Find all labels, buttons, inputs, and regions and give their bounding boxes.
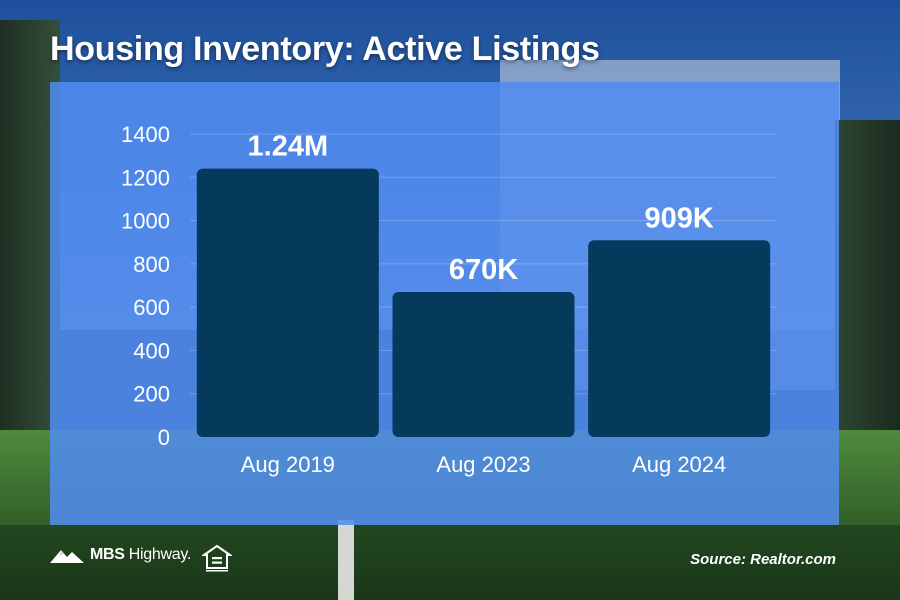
bar	[196, 168, 379, 437]
x-category-label: Aug 2023	[436, 452, 530, 477]
sign-post	[338, 520, 354, 600]
equal-housing-icon	[202, 544, 232, 572]
brand-name: MBS Highway.	[90, 546, 192, 563]
data-label: 909K	[645, 202, 714, 234]
chart-title: Housing Inventory: Active Listings	[50, 30, 600, 68]
y-tick-label: 1000	[121, 209, 170, 234]
x-category-label: Aug 2019	[241, 452, 335, 477]
x-category-label: Aug 2024	[632, 452, 726, 477]
y-tick-label: 600	[133, 295, 170, 320]
mountain-icon	[50, 550, 84, 563]
source-credit: Source: Realtor.com	[690, 551, 836, 568]
trees-right	[835, 120, 900, 450]
y-tick-label: 400	[133, 338, 170, 363]
bar	[392, 291, 575, 437]
data-label: 670K	[449, 254, 518, 286]
y-tick-label: 1200	[121, 165, 170, 190]
bar	[588, 240, 771, 437]
chart-panel: 0 200 400 600 800 1000 1200 1400 1.24M Aug 2019 67…	[50, 82, 839, 525]
bar-chart: 0 200 400 600 800 1000 1200 1400 1.24M Aug 2019 67…	[121, 122, 777, 477]
bottom-shade	[0, 525, 900, 600]
y-tick-label: 800	[133, 252, 170, 277]
y-tick-label: 1400	[121, 122, 170, 147]
y-tick-label: 0	[158, 425, 170, 450]
mbs-highway-logo: MBS Highway.	[50, 546, 191, 564]
data-label: 1.24M	[248, 131, 329, 163]
y-tick-label: 200	[133, 382, 170, 407]
